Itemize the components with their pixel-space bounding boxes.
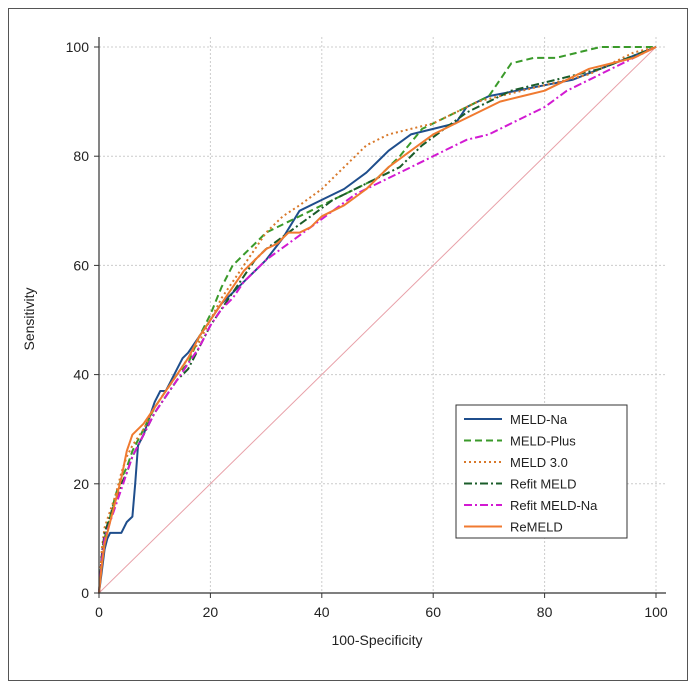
legend-label: MELD 3.0 — [510, 455, 568, 470]
reference-diagonal — [98, 46, 657, 594]
axes — [98, 37, 666, 594]
y-tick-label: 100 — [66, 39, 90, 55]
tick-labels: 0 20 40 60 80 100 0 20 40 60 80 100 — [66, 39, 668, 620]
x-tick-label: 40 — [314, 604, 330, 620]
x-axis-title: 100-Specificity — [331, 632, 422, 648]
legend-label: MELD-Na — [510, 412, 568, 427]
legend-label: ReMELD — [510, 520, 563, 535]
y-tick-label: 60 — [73, 257, 89, 273]
series-line-remeld — [98, 46, 657, 594]
y-tick-label: 80 — [73, 148, 89, 164]
series-line-refit-meld-na — [98, 46, 657, 594]
x-tick-label: 60 — [425, 604, 441, 620]
legend: MELD-Na MELD-Plus MELD 3.0 Refit MELD Refit … — [455, 404, 628, 539]
y-axis-title: Sensitivity — [21, 287, 37, 350]
legend-label: Refit MELD — [510, 477, 576, 492]
legend-box — [455, 404, 628, 539]
figure-frame — [8, 8, 688, 681]
series-lines — [98, 46, 657, 594]
y-tick-label: 0 — [81, 585, 89, 601]
legend-label: MELD-Plus — [510, 434, 576, 449]
x-tick-label: 100 — [644, 604, 668, 620]
x-tick-label: 20 — [203, 604, 219, 620]
series-line-meld-3-0 — [98, 46, 657, 594]
x-tick-label: 0 — [95, 604, 103, 620]
y-tick-label: 20 — [73, 476, 89, 492]
legend-label: Refit MELD-Na — [510, 498, 598, 513]
y-tick-label: 40 — [73, 367, 89, 383]
series-line-meld-plus — [98, 46, 656, 594]
x-tick-label: 80 — [537, 604, 553, 620]
